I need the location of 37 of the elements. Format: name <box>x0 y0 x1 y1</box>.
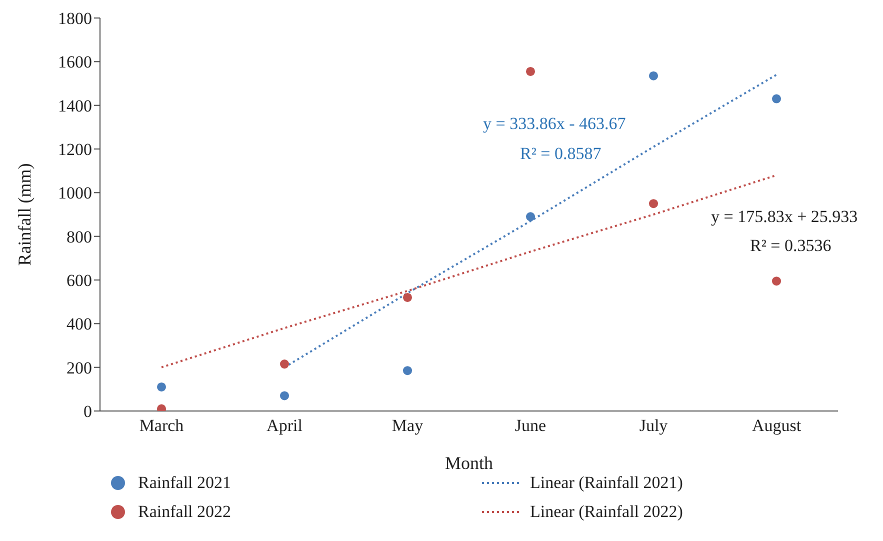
y-tick-label: 0 <box>84 402 92 422</box>
x-tick-label: March <box>139 416 184 436</box>
point <box>648 71 658 80</box>
x-tick-label: June <box>514 416 546 436</box>
y-axis-title: Rainfall (mm) <box>14 163 34 266</box>
y-tick-label: 1600 <box>58 52 92 72</box>
y-tick-label: 1800 <box>58 9 92 28</box>
legend-label: Rainfall 2022 <box>137 502 232 522</box>
annotation: R² = 0.3536 <box>750 236 832 256</box>
legend-label: Linear (Rainfall 2021) <box>529 473 683 493</box>
point <box>772 276 782 286</box>
point <box>772 94 782 104</box>
point <box>280 391 290 400</box>
point <box>156 382 166 392</box>
point <box>526 212 536 222</box>
point <box>526 66 536 76</box>
annotation: y = 333.86x - 463.67 <box>483 114 626 134</box>
x-axis-title: Month <box>444 453 494 473</box>
y-tick-label: 1000 <box>58 184 92 203</box>
point <box>402 292 412 302</box>
legend-label: Rainfall 2021 <box>137 473 232 493</box>
x-tick-label: August <box>752 416 802 436</box>
x-tick-label: July <box>639 416 668 436</box>
x-tick-label: May <box>392 416 424 436</box>
y-tick-label: 1200 <box>58 140 92 160</box>
annotation: y = 175.83x + 25.933 <box>711 207 858 227</box>
point <box>280 360 290 369</box>
y-tick-label: 400 <box>66 314 92 334</box>
legend-label: Linear (Rainfall 2022) <box>529 502 683 522</box>
y-tick-label: 1400 <box>58 96 92 116</box>
x-tick-label: April <box>266 416 303 436</box>
y-tick-label: 800 <box>66 227 92 246</box>
annotation: R² = 0.8587 <box>520 144 602 164</box>
point <box>402 366 412 376</box>
y-tick-label: 200 <box>66 358 92 378</box>
point <box>648 199 658 208</box>
y-tick-label: 600 <box>66 271 92 290</box>
